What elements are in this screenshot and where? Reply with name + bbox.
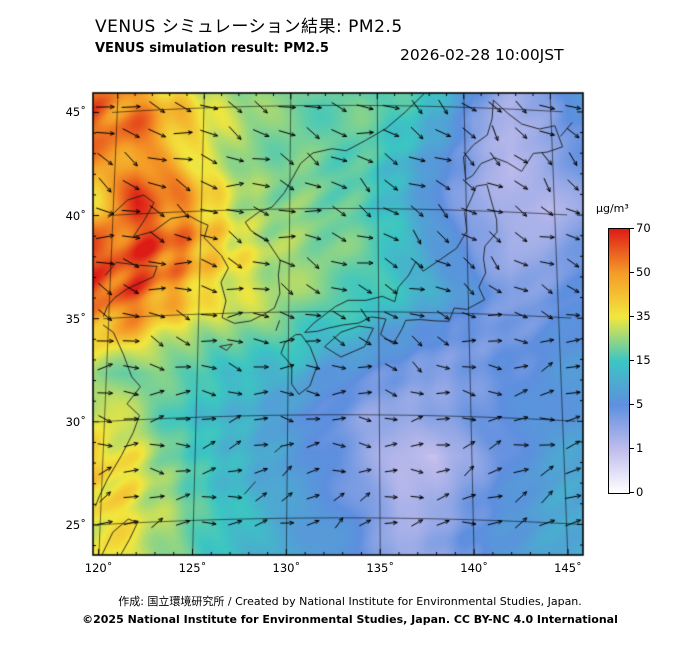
x-tick-label: 130˚ xyxy=(272,561,301,575)
colorbar-tick-mark xyxy=(630,359,634,361)
colorbar-tick-mark xyxy=(630,403,634,405)
colorbar-tick-mark xyxy=(630,271,634,273)
y-tick-label: 30˚ xyxy=(65,414,86,429)
footer: 作成: 国立環境研究所 / Created by National Instit… xyxy=(0,593,700,626)
figure-title-english: VENUS simulation result: PM2.5 xyxy=(95,41,329,56)
colorbar-tick-mark xyxy=(630,447,634,449)
colorbar-tick-mark xyxy=(630,315,634,317)
y-tick-label: 35˚ xyxy=(65,311,86,326)
x-tick-label: 125˚ xyxy=(178,561,207,575)
x-tick-label: 120˚ xyxy=(84,561,113,575)
colorbar-tick-label: 5 xyxy=(636,397,644,411)
figure-title-japanese: VENUS シミュレーション結果: PM2.5 xyxy=(95,17,403,37)
colorbar-unit-label: µg/m³ xyxy=(596,202,629,215)
y-tick-label: 45˚ xyxy=(65,105,86,120)
colorbar-tick-label: 50 xyxy=(636,265,651,279)
x-tick-label: 135˚ xyxy=(366,561,395,575)
colorbar: µg/m³ 0 1 5 15 35 50 70 xyxy=(590,202,700,512)
y-tick-label: 40˚ xyxy=(65,208,86,223)
x-tick-label: 140˚ xyxy=(460,561,488,575)
colorbar-tick-mark xyxy=(630,227,634,229)
y-tick-label: 25˚ xyxy=(65,517,86,532)
credit-line: 作成: 国立環境研究所 / Created by National Instit… xyxy=(118,595,582,608)
colorbar-tick-label: 1 xyxy=(636,441,644,455)
colorbar-tick-label: 0 xyxy=(636,485,644,499)
x-tick-label: 145˚ xyxy=(554,561,582,575)
copyright-line: ©2025 National Institute for Environment… xyxy=(82,613,618,626)
colorbar-tick-label: 35 xyxy=(636,309,651,323)
colorbar-tick-label: 15 xyxy=(636,353,651,367)
colorbar-tick-mark xyxy=(630,491,634,493)
valid-timestamp: 2026-02-28 10:00JST xyxy=(400,46,564,64)
colorbar-gradient xyxy=(608,228,630,494)
colorbar-tick-label: 70 xyxy=(636,221,651,235)
